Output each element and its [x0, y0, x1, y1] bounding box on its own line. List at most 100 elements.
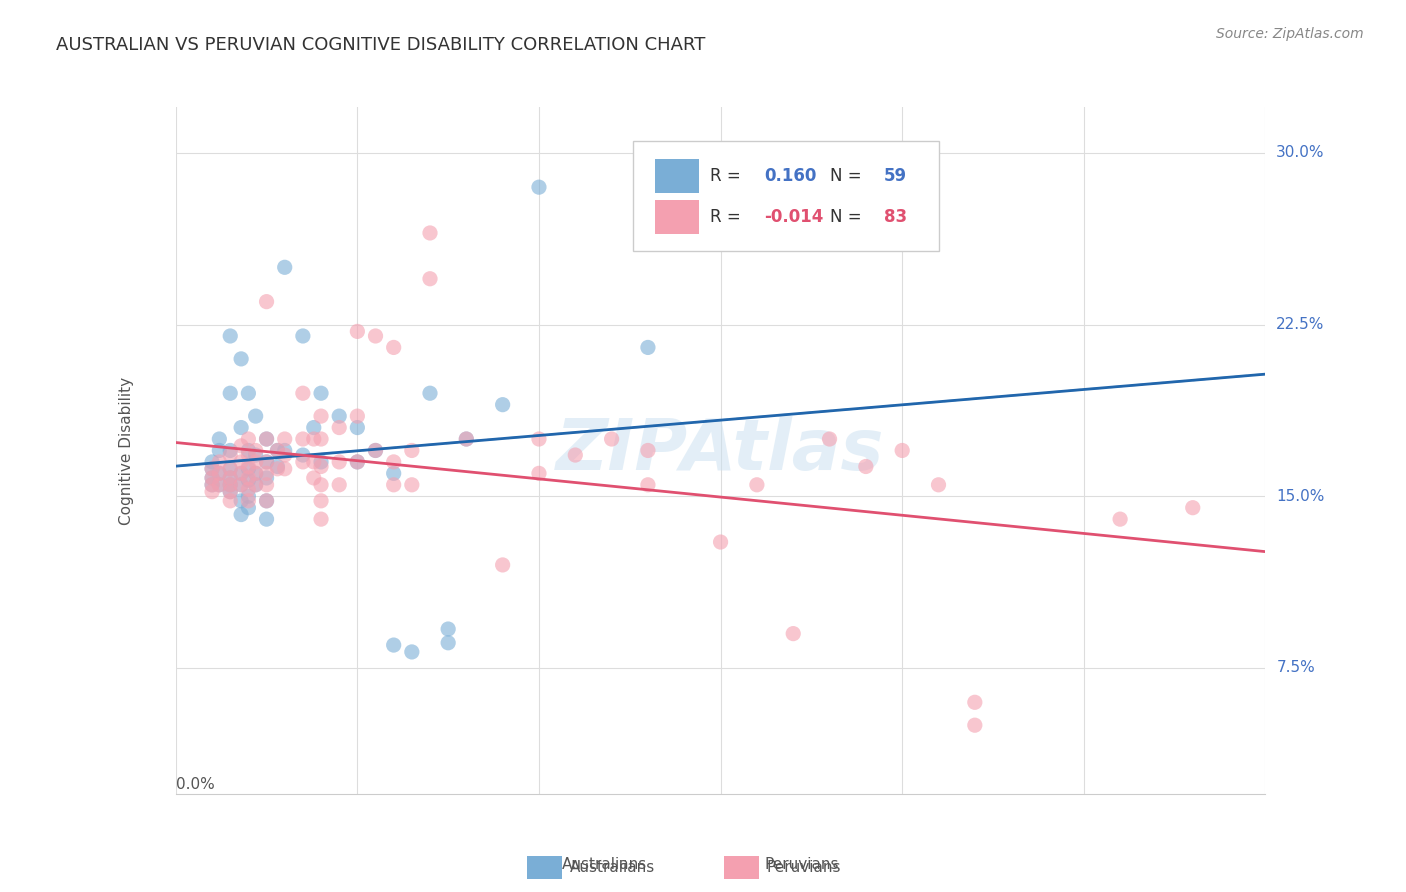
Australians: [208, 432, 231, 446]
Peruvians: [346, 409, 368, 424]
Peruvians: [219, 478, 242, 492]
Text: -0.014: -0.014: [765, 208, 824, 226]
Peruvians: [419, 226, 441, 240]
Australians: [419, 386, 441, 401]
Australians: [219, 478, 242, 492]
Text: ZIPAtlas: ZIPAtlas: [557, 416, 884, 485]
Australians: [245, 467, 267, 481]
Australians: [256, 512, 278, 526]
Peruvians: [309, 459, 332, 474]
Australians: [256, 493, 278, 508]
Peruvians: [256, 493, 278, 508]
Australians: [437, 622, 460, 636]
Text: Peruvians: Peruvians: [766, 861, 841, 875]
Text: 7.5%: 7.5%: [1277, 660, 1315, 675]
Australians: [238, 386, 260, 401]
Peruvians: [328, 478, 350, 492]
Australians: [245, 409, 267, 424]
Text: Peruvians: Peruvians: [765, 857, 838, 872]
Australians: [256, 471, 278, 485]
Australians: [328, 409, 350, 424]
Australians: [219, 386, 242, 401]
Australians: [245, 478, 267, 492]
Peruvians: [302, 471, 325, 485]
Australians: [231, 467, 253, 481]
Bar: [724, 856, 759, 879]
Australians: [238, 473, 260, 487]
Australians: [201, 455, 224, 469]
Australians: [219, 329, 242, 343]
Peruvians: [238, 448, 260, 462]
Peruvians: [346, 455, 368, 469]
Australians: [266, 443, 288, 458]
Peruvians: [256, 294, 278, 309]
Peruvians: [245, 443, 267, 458]
Australians: [637, 340, 659, 354]
Peruvians: [328, 420, 350, 434]
Peruvians: [963, 695, 986, 709]
Peruvians: [291, 455, 314, 469]
Peruvians: [302, 432, 325, 446]
Text: 22.5%: 22.5%: [1277, 317, 1324, 332]
Peruvians: [564, 448, 586, 462]
Peruvians: [891, 443, 914, 458]
Peruvians: [527, 467, 550, 481]
Australians: [274, 443, 297, 458]
Peruvians: [201, 462, 224, 476]
Peruvians: [382, 455, 405, 469]
Peruvians: [401, 478, 423, 492]
Peruvians: [274, 432, 297, 446]
Peruvians: [238, 459, 260, 474]
Peruvians: [710, 535, 733, 549]
Peruvians: [309, 478, 332, 492]
Text: 83: 83: [884, 208, 907, 226]
Australians: [219, 462, 242, 476]
Australians: [309, 455, 332, 469]
Text: 0.0%: 0.0%: [176, 777, 215, 792]
Peruvians: [256, 432, 278, 446]
Peruvians: [637, 443, 659, 458]
Australians: [346, 455, 368, 469]
Peruvians: [419, 271, 441, 285]
Peruvians: [219, 462, 242, 476]
Australians: [382, 467, 405, 481]
Peruvians: [208, 478, 231, 492]
Peruvians: [492, 558, 515, 572]
Australians: [238, 500, 260, 515]
Peruvians: [219, 448, 242, 462]
Australians: [302, 420, 325, 434]
Peruvians: [818, 432, 841, 446]
Peruvians: [855, 459, 877, 474]
Australians: [231, 351, 253, 366]
Peruvians: [963, 718, 986, 732]
Peruvians: [309, 432, 332, 446]
Peruvians: [346, 325, 368, 339]
Peruvians: [256, 467, 278, 481]
Australians: [256, 455, 278, 469]
Australians: [245, 448, 267, 462]
Peruvians: [456, 432, 478, 446]
Peruvians: [328, 455, 350, 469]
Peruvians: [745, 478, 768, 492]
Peruvians: [256, 478, 278, 492]
Text: Cognitive Disability: Cognitive Disability: [120, 376, 134, 524]
Text: R =: R =: [710, 167, 741, 185]
Peruvians: [231, 478, 253, 492]
Peruvians: [309, 493, 332, 508]
Australians: [238, 462, 260, 476]
Australians: [382, 638, 405, 652]
Peruvians: [231, 455, 253, 469]
Australians: [456, 432, 478, 446]
Text: 30.0%: 30.0%: [1277, 145, 1324, 161]
Peruvians: [364, 329, 387, 343]
Australians: [238, 443, 260, 458]
Australians: [219, 443, 242, 458]
Australians: [274, 260, 297, 275]
Australians: [231, 478, 253, 492]
Australians: [256, 432, 278, 446]
Peruvians: [1109, 512, 1132, 526]
Peruvians: [266, 462, 288, 476]
Australians: [291, 329, 314, 343]
Australians: [238, 489, 260, 503]
Peruvians: [382, 478, 405, 492]
